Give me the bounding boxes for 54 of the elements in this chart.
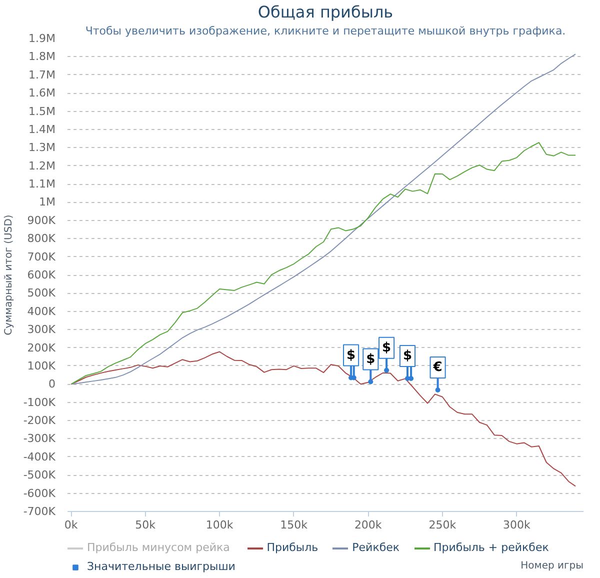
data-label: $ [366,352,376,367]
line-series [70,54,576,385]
y-tick-label: 1M [39,196,56,209]
legend-label: Прибыль минусом рейка [87,541,230,554]
y-tick-label: 1.6M [28,86,56,100]
y-tick-label: 1.2M [28,159,56,172]
x-axis-title: Номер игры [520,560,584,572]
data-label: € [432,360,442,375]
y-tick-label: 700K [27,250,56,264]
y-tick-label: 200K [27,341,56,354]
y-tick-label: -400K [23,450,56,464]
x-tick-label: 150k [280,518,308,532]
point [368,379,374,384]
data-label: $ [382,340,392,356]
y-tick-label: 400K [27,304,56,318]
y-tick-label: 0 [48,378,56,391]
data-label: $ [402,348,412,364]
y-tick-label: 900K [27,214,56,227]
y-tick-label: 600K [27,268,56,282]
y-tick-label: -200K [23,414,56,428]
y-tick-label: 1.4M [28,122,56,136]
y-tick-label: 1.1M [28,178,56,191]
point [435,387,440,392]
y-tick-label: 1.7M [28,68,56,82]
point [384,368,390,373]
x-tick-label: 250k [428,518,457,532]
y-tick-label: 800K [27,232,56,246]
y-tick-label: -300K [23,432,56,446]
point [408,376,414,382]
y-tick-label: -500K [23,468,56,482]
y-tick-label: 300K [27,323,56,336]
y-tick-label: 1.9M [28,32,56,45]
y-tick-label: 1.3M [28,141,56,154]
x-tick-label: 200k [354,518,382,532]
x-tick-label: 50k [135,518,156,532]
y-tick-label: 500K [27,286,56,300]
data-label: $ [346,348,356,363]
y-tick-label: -100K [23,396,56,409]
x-tick-label: 0k [64,518,78,532]
chart-subtitle: Чтобы увеличить изображение, кликните и перетащите мышкой внутрь графика. [85,24,566,38]
legend-label: Значительные выигрыши [87,560,236,573]
legend-label: Прибыль [266,541,318,554]
chart-title: Общая прибыль [258,2,394,22]
y-tick-label: 100K [27,359,56,372]
legend-label: Рейкбек [352,541,400,554]
y-tick-label: -600K [23,486,56,500]
x-tick-label: 100k [206,518,234,532]
y-axis-title: Суммарный итог (USD) [3,214,14,336]
legend-label: Прибыль + рейкбек [434,541,549,554]
line-series [70,142,576,385]
y-tick-label: 1.5M [28,104,56,118]
x-tick-label: 300k [502,518,531,532]
y-tick-label: -700K [23,505,56,518]
y-tick-label: 1.8M [28,50,56,64]
